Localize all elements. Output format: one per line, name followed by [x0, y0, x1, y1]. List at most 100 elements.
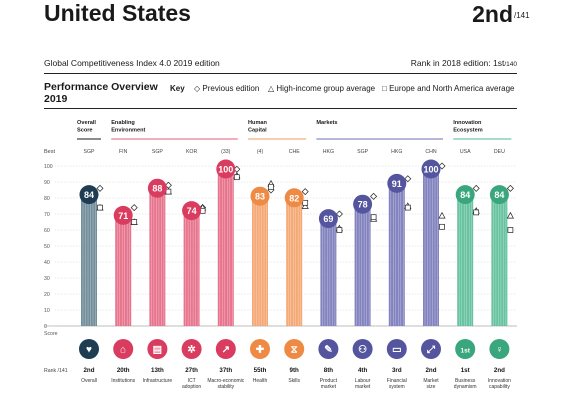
- pillar-rank: 2nd: [425, 367, 436, 374]
- key-previous-edition: ◇ Previous edition: [194, 84, 260, 93]
- y-tick-label: 70: [44, 212, 50, 218]
- labour-market-icon: [352, 339, 373, 359]
- score-value: 91: [392, 179, 402, 189]
- product-market-icon: [318, 339, 339, 359]
- innovation-icon-glyph: ♀: [496, 345, 504, 356]
- pillar-rank: 55th: [254, 367, 267, 374]
- score-circle: [455, 185, 475, 205]
- category-label: Market: [423, 378, 439, 384]
- overall-rank-of: /141: [514, 11, 530, 20]
- institution-icon-glyph: ⌂: [120, 345, 126, 356]
- business-dynamism-icon: [455, 339, 476, 359]
- best-economy-label: CHE: [289, 149, 300, 155]
- previous-edition-marker: [472, 184, 480, 192]
- health-icon-glyph: ✚: [256, 345, 265, 356]
- bar: [149, 185, 166, 326]
- best-label: Best: [44, 149, 55, 155]
- innovation-icon: [489, 339, 510, 359]
- high-income-avg-marker: [301, 202, 309, 209]
- bar: [491, 191, 508, 326]
- best-economy-label: (4): [257, 149, 264, 155]
- category-label: market: [355, 384, 371, 390]
- financial-system-icon-glyph: ▭: [392, 345, 401, 356]
- europe-na-avg-marker: [439, 223, 445, 230]
- pillar-rank: 2nd: [83, 367, 94, 374]
- europe-na-avg-marker: [97, 204, 103, 211]
- ict-icon: [181, 339, 202, 359]
- score-circle: [353, 194, 373, 214]
- section-title: Performance Overview 2019: [44, 81, 158, 105]
- score-circle: [113, 205, 133, 225]
- previous-edition-marker: [335, 210, 343, 218]
- best-economy-label: USA: [460, 149, 471, 155]
- category-label: Skills: [288, 378, 300, 384]
- group-label: Ecosystem: [453, 128, 483, 134]
- category-label: size: [427, 384, 436, 390]
- header-divider: [44, 73, 517, 74]
- category-label: Institutions: [111, 378, 135, 384]
- country-title: United States: [44, 0, 191, 26]
- category-label: Overall: [81, 378, 97, 384]
- y-tick-label: 90: [44, 180, 50, 186]
- pillar-rank: 4th: [358, 367, 368, 374]
- score-circle: [284, 188, 304, 208]
- best-economy-label: SGP: [152, 149, 163, 155]
- score-value: 69: [323, 214, 333, 224]
- category-label: Infrastructure: [143, 378, 173, 384]
- score-circle: [250, 186, 270, 206]
- financial-system-icon: [386, 339, 407, 359]
- score-circle: [216, 159, 236, 179]
- high-income-avg-marker: [438, 211, 446, 219]
- pillar-rank: 37th: [219, 367, 232, 374]
- pillar-rank: 13th: [151, 367, 164, 374]
- business-dynamism-icon-glyph: 1st: [460, 348, 470, 355]
- macro-stability-icon: [215, 339, 236, 359]
- y-tick-label: 100: [44, 164, 53, 170]
- rank-row-label: Rank /141: [44, 368, 68, 374]
- category-label: Financial: [387, 378, 407, 384]
- pillar-rank: 1st: [461, 367, 470, 374]
- score-label: Score: [44, 331, 58, 337]
- category-label: ICT: [188, 378, 196, 384]
- y-tick-label: 40: [44, 260, 50, 266]
- pillar-rank: 20th: [117, 367, 130, 374]
- pillar-rank: 3rd: [392, 367, 402, 374]
- group-label: Markets: [316, 120, 337, 126]
- bar: [115, 212, 132, 326]
- europe-na-avg-marker: [370, 214, 377, 221]
- key-europe-na-average: □ Europe and North America average: [382, 84, 515, 93]
- score-value: 84: [460, 190, 470, 200]
- score-value: 88: [152, 184, 162, 194]
- bar: [252, 193, 268, 326]
- infrastructure-icon: [147, 339, 168, 359]
- category-label: adoption: [182, 384, 201, 390]
- score-circle: [79, 185, 99, 205]
- category-label: stability: [217, 384, 234, 390]
- y-tick-label: 50: [44, 244, 50, 250]
- score-value: 83: [255, 192, 265, 202]
- key-label: Key: [170, 84, 185, 93]
- score-circle: [421, 159, 441, 179]
- europe-na-avg-marker: [404, 204, 411, 211]
- score-value: 84: [494, 190, 504, 200]
- score-circle: [182, 201, 202, 221]
- best-economy-label: SGP: [84, 149, 95, 155]
- best-economy-label: KOR: [186, 149, 197, 155]
- section-divider: [44, 108, 517, 109]
- best-economy-label: (33): [221, 149, 230, 155]
- high-income-avg-marker: [506, 211, 514, 219]
- best-economy-label: HKG: [391, 149, 402, 155]
- bar: [388, 180, 405, 326]
- institution-icon: [113, 339, 134, 359]
- macro-stability-icon-glyph: ↗: [222, 345, 230, 356]
- y-tick-label: 60: [44, 228, 50, 234]
- bar: [183, 207, 200, 326]
- product-market-icon-glyph: ✎: [324, 345, 332, 356]
- ict-icon-glyph: ✲: [187, 345, 195, 356]
- y-tick-label: 0: [44, 324, 47, 330]
- europe-na-avg-marker: [268, 183, 274, 190]
- previous-edition-marker: [506, 184, 514, 192]
- previous-edition-marker: [96, 184, 104, 192]
- best-economy-label: DEU: [494, 149, 505, 155]
